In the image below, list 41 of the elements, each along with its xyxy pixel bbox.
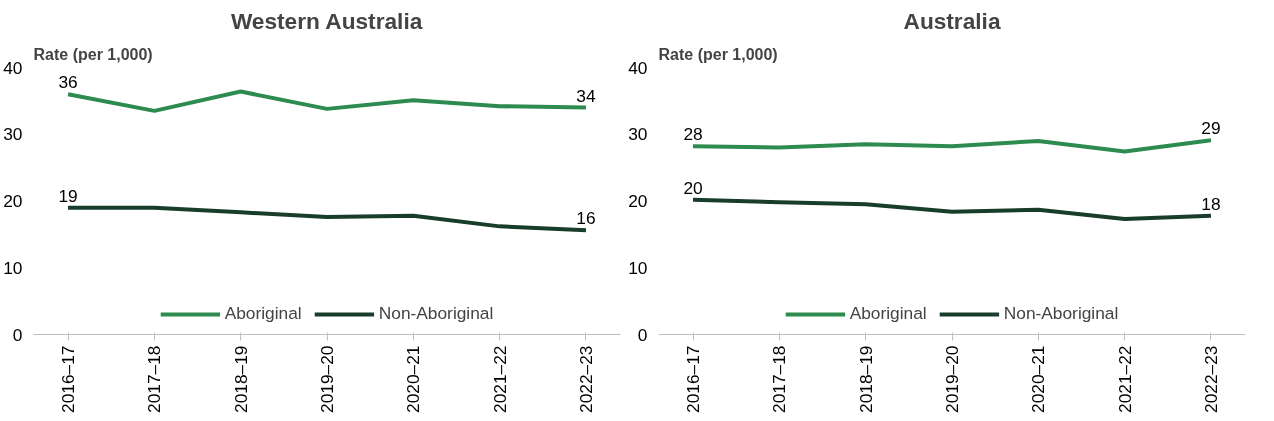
x-tick-label: 2018–19 — [230, 345, 251, 413]
x-tick-label: 2019–20 — [942, 345, 962, 413]
x-tick-label: 2020–21 — [403, 345, 424, 413]
y-tick-label: 30 — [3, 124, 23, 145]
y-tick-label: 20 — [628, 191, 648, 211]
y-tick-label: 40 — [3, 57, 23, 78]
y-tick-label: 0 — [637, 324, 648, 345]
x-tick-label: 2021–22 — [489, 345, 510, 413]
data-label: 18 — [1201, 193, 1221, 214]
x-tick-label: 2022–23 — [1200, 345, 1221, 413]
x-tick-label: 2021–22 — [1114, 345, 1135, 413]
x-tick-label: 2016–17 — [58, 345, 79, 413]
x-tick-label: 2017–18 — [144, 345, 165, 413]
chart-title: Western Australia — [230, 7, 423, 34]
y-tick-label: 30 — [628, 124, 648, 145]
legend-label: Non-Aboriginal — [378, 303, 494, 324]
y-axis-title: Rate (per 1,000) — [658, 45, 778, 63]
x-tick-label: 2018–19 — [855, 345, 876, 413]
data-label: 28 — [683, 124, 703, 145]
x-tick-label: 2022–23 — [575, 345, 596, 413]
data-label: 16 — [576, 208, 596, 229]
data-label: 19 — [58, 185, 78, 206]
y-tick-label: 10 — [3, 257, 23, 278]
legend-label: Non-Aboriginal — [1003, 303, 1119, 324]
y-tick-label: 40 — [628, 57, 648, 78]
y-tick-label: 0 — [12, 324, 23, 345]
x-tick-label: 2020–21 — [1028, 345, 1049, 413]
y-tick-label: 20 — [3, 191, 23, 211]
legend-label: Aboriginal — [849, 303, 927, 324]
x-tick-label: 2016–17 — [683, 345, 704, 413]
y-tick-label: 10 — [628, 257, 648, 278]
data-label: 36 — [58, 72, 78, 93]
x-tick-label: 2017–18 — [769, 345, 790, 413]
data-label: 29 — [1201, 118, 1221, 139]
chart-title: Australia — [903, 7, 1001, 34]
legend-label: Aboriginal — [224, 303, 302, 324]
x-tick-label: 2019–20 — [317, 345, 337, 413]
data-label: 34 — [576, 85, 596, 106]
data-label: 20 — [683, 177, 703, 198]
line-series — [691, 138, 1213, 154]
y-axis-title: Rate (per 1,000) — [33, 45, 153, 63]
